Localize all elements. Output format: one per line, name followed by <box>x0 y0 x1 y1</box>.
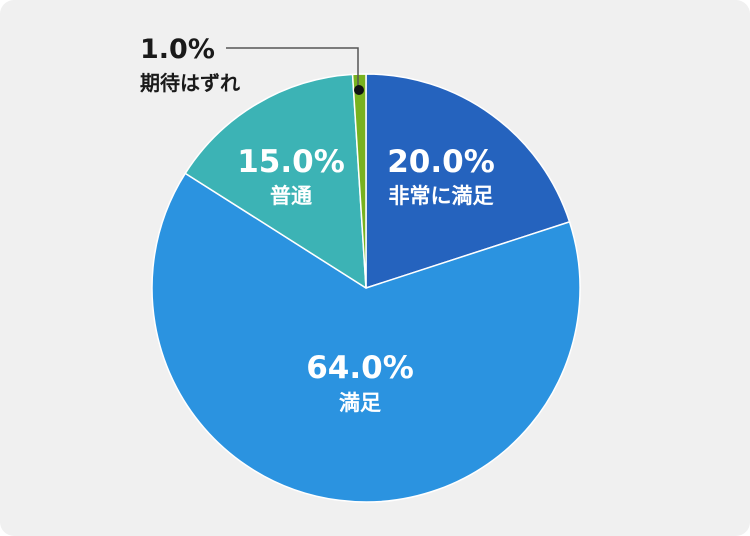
slice-disappointing <box>351 73 367 289</box>
slice-label-satisfied: 満足 <box>339 391 381 415</box>
slice-labels: 20.0% 非常に満足 64.0% 満足 15.0% 普通 1.0% 期待はずれ <box>140 34 495 415</box>
leader-line-group <box>226 47 364 95</box>
slice-very-satisfied <box>365 73 571 289</box>
slice-value-satisfied: 64.0% <box>306 350 414 386</box>
slice-label-very-satisfied: 非常に満足 <box>389 184 494 208</box>
slice-value-very-satisfied: 20.0% <box>387 144 495 180</box>
slice-label-neutral: 普通 <box>270 184 312 208</box>
slice-label-disappointing: 期待はずれ <box>140 71 240 95</box>
slice-value-disappointing: 1.0% <box>140 34 215 65</box>
leader-line <box>226 47 359 90</box>
leader-dot <box>354 85 364 95</box>
slice-value-neutral: 15.0% <box>237 144 345 180</box>
pie-slices <box>151 73 581 503</box>
slice-satisfied <box>151 172 581 503</box>
slice-neutral <box>184 73 367 289</box>
